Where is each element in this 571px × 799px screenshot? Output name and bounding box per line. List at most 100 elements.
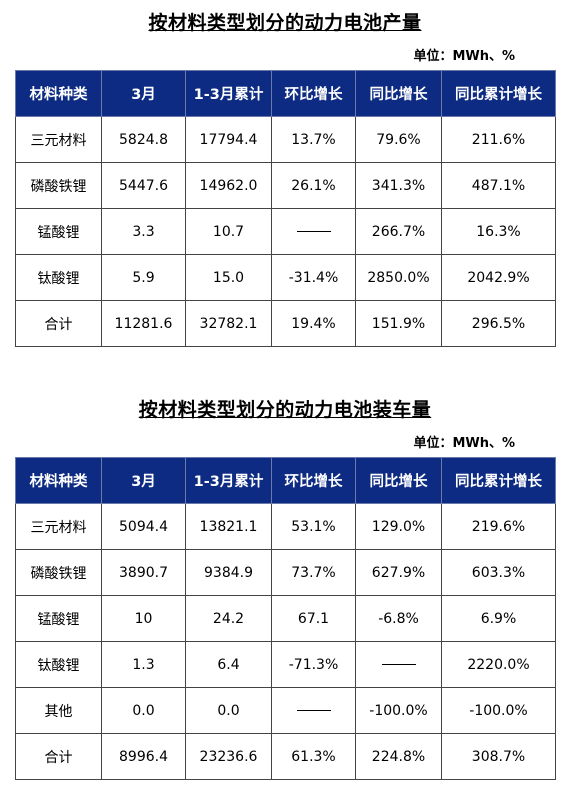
cell-march: 10 — [101, 595, 186, 642]
cell-yoy-growth: -100.0% — [355, 687, 442, 734]
cell-mom-growth: 19.4% — [271, 300, 356, 347]
cell-material: 钛酸锂 — [15, 641, 102, 688]
table-row: 三元材料 5094.4 13821.1 53.1% 129.0% 219.6% — [15, 503, 556, 550]
cell-march: 3.3 — [101, 208, 186, 255]
cell-material: 合计 — [15, 733, 102, 780]
cell-yoy-growth: 341.3% — [355, 162, 442, 209]
cell-march: 11281.6 — [101, 300, 186, 347]
production-unit: 单位：MWh、% — [413, 49, 515, 64]
cell-yoy-cumulative-growth: 603.3% — [441, 549, 556, 596]
table-row: 钛酸锂 5.9 15.0 -31.4% 2850.0% 2042.9% — [15, 254, 556, 301]
cell-q1-cumulative: 24.2 — [185, 595, 272, 642]
cell-yoy-growth: -6.8% — [355, 595, 442, 642]
cell-mom-growth: 67.1 — [271, 595, 356, 642]
cell-yoy-growth: 266.7% — [355, 208, 442, 255]
cell-march: 5.9 — [101, 254, 186, 301]
table-row: 其他 0.0 0.0 -100.0% -100.0% — [15, 687, 556, 734]
cell-yoy-cumulative-growth: 2042.9% — [441, 254, 556, 301]
cell-material: 其他 — [15, 687, 102, 734]
cell-yoy-cumulative-growth: 2220.0% — [441, 641, 556, 688]
cell-mom-growth: 13.7% — [271, 116, 356, 163]
cell-material: 锰酸锂 — [15, 208, 102, 255]
cell-march: 1.3 — [101, 641, 186, 688]
cell-yoy-growth: 627.9% — [355, 549, 442, 596]
cell-q1-cumulative: 23236.6 — [185, 733, 272, 780]
installation-header-row: 材料种类 3月 1-3月累计 环比增长 同比增长 同比累计增长 — [15, 457, 556, 504]
cell-march: 5824.8 — [101, 116, 186, 163]
installation-section: 按材料类型划分的动力电池装车量 单位：MWh、% 材料种类 3月 1-3月累计 … — [15, 395, 556, 780]
cell-yoy-cumulative-growth: -100.0% — [441, 687, 556, 734]
table-row: 磷酸铁锂 3890.7 9384.9 73.7% 627.9% 603.3% — [15, 549, 556, 596]
cell-q1-cumulative: 15.0 — [185, 254, 272, 301]
cell-yoy-cumulative-growth: 296.5% — [441, 300, 556, 347]
header-yoy-growth: 同比增长 — [355, 70, 442, 117]
cell-mom-growth — [271, 687, 356, 734]
cell-yoy-cumulative-growth: 6.9% — [441, 595, 556, 642]
cell-q1-cumulative: 6.4 — [185, 641, 272, 688]
cell-march: 5447.6 — [101, 162, 186, 209]
cell-march: 8996.4 — [101, 733, 186, 780]
cell-q1-cumulative: 0.0 — [185, 687, 272, 734]
header-yoy-cumulative-growth: 同比累计增长 — [441, 70, 556, 117]
cell-material: 磷酸铁锂 — [15, 162, 102, 209]
production-title: 按材料类型划分的动力电池产量 — [148, 12, 422, 34]
cell-yoy-growth: 151.9% — [355, 300, 442, 347]
cell-yoy-cumulative-growth: 308.7% — [441, 733, 556, 780]
cell-mom-growth: -71.3% — [271, 641, 356, 688]
cell-q1-cumulative: 13821.1 — [185, 503, 272, 550]
cell-q1-cumulative: 10.7 — [185, 208, 272, 255]
no-data-dash — [296, 231, 331, 232]
cell-yoy-cumulative-growth: 16.3% — [441, 208, 556, 255]
production-table: 材料种类 3月 1-3月累计 环比增长 同比增长 同比累计增长 三元材料 5824… — [15, 70, 556, 347]
no-data-dash — [381, 664, 416, 665]
header-march: 3月 — [101, 457, 186, 504]
cell-material: 三元材料 — [15, 116, 102, 163]
header-mom-growth: 环比增长 — [271, 457, 356, 504]
cell-material: 锰酸锂 — [15, 595, 102, 642]
table-row: 三元材料 5824.8 17794.4 13.7% 79.6% 211.6% — [15, 116, 556, 163]
table-row: 锰酸锂 3.3 10.7 266.7% 16.3% — [15, 208, 556, 255]
cell-material: 钛酸锂 — [15, 254, 102, 301]
installation-unit: 单位：MWh、% — [413, 436, 515, 451]
cell-mom-growth — [271, 208, 356, 255]
header-yoy-cumulative-growth: 同比累计增长 — [441, 457, 556, 504]
cell-material: 磷酸铁锂 — [15, 549, 102, 596]
cell-mom-growth: 61.3% — [271, 733, 356, 780]
cell-yoy-cumulative-growth: 487.1% — [441, 162, 556, 209]
cell-yoy-cumulative-growth: 211.6% — [441, 116, 556, 163]
header-q1-cumulative: 1-3月累计 — [185, 457, 272, 504]
table-row: 锰酸锂 10 24.2 67.1 -6.8% 6.9% — [15, 595, 556, 642]
cell-march: 0.0 — [101, 687, 186, 734]
table-row: 合计 8996.4 23236.6 61.3% 224.8% 308.7% — [15, 733, 556, 780]
cell-mom-growth: 26.1% — [271, 162, 356, 209]
production-section: 按材料类型划分的动力电池产量 单位：MWh、% 材料种类 3月 1-3月累计 环… — [15, 8, 556, 347]
header-mom-growth: 环比增长 — [271, 70, 356, 117]
table-row: 磷酸铁锂 5447.6 14962.0 26.1% 341.3% 487.1% — [15, 162, 556, 209]
cell-q1-cumulative: 14962.0 — [185, 162, 272, 209]
cell-yoy-growth: 2850.0% — [355, 254, 442, 301]
header-q1-cumulative: 1-3月累计 — [185, 70, 272, 117]
production-header-row: 材料种类 3月 1-3月累计 环比增长 同比增长 同比累计增长 — [15, 70, 556, 117]
cell-material: 合计 — [15, 300, 102, 347]
cell-mom-growth: -31.4% — [271, 254, 356, 301]
cell-yoy-growth: 129.0% — [355, 503, 442, 550]
cell-yoy-growth: 224.8% — [355, 733, 442, 780]
cell-mom-growth: 53.1% — [271, 503, 356, 550]
cell-yoy-growth: 79.6% — [355, 116, 442, 163]
installation-title: 按材料类型划分的动力电池装车量 — [138, 399, 432, 421]
cell-yoy-cumulative-growth: 219.6% — [441, 503, 556, 550]
cell-q1-cumulative: 32782.1 — [185, 300, 272, 347]
cell-q1-cumulative: 9384.9 — [185, 549, 272, 596]
header-material-type: 材料种类 — [15, 457, 102, 504]
table-row: 合计 11281.6 32782.1 19.4% 151.9% 296.5% — [15, 300, 556, 347]
header-march: 3月 — [101, 70, 186, 117]
table-row: 钛酸锂 1.3 6.4 -71.3% 2220.0% — [15, 641, 556, 688]
cell-material: 三元材料 — [15, 503, 102, 550]
no-data-dash — [296, 710, 331, 711]
cell-q1-cumulative: 17794.4 — [185, 116, 272, 163]
header-yoy-growth: 同比增长 — [355, 457, 442, 504]
cell-yoy-growth — [355, 641, 442, 688]
installation-table: 材料种类 3月 1-3月累计 环比增长 同比增长 同比累计增长 三元材料 5094… — [15, 457, 556, 780]
cell-mom-growth: 73.7% — [271, 549, 356, 596]
cell-march: 5094.4 — [101, 503, 186, 550]
